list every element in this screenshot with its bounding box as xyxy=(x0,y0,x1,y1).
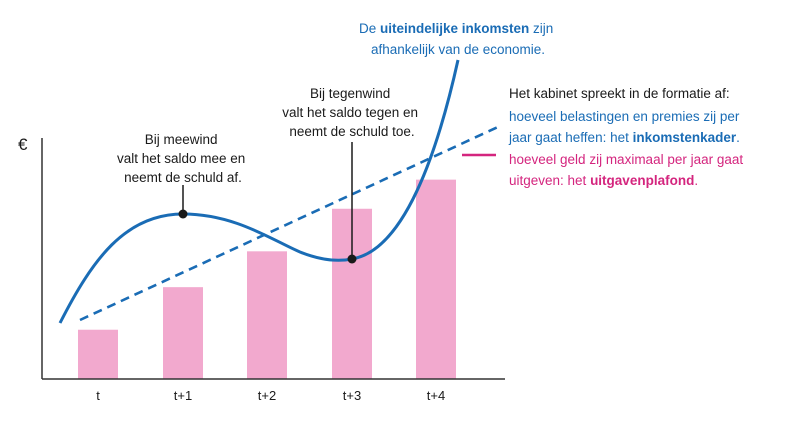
inkomstenkader-line1: hoeveel belastingen en premies zij per xyxy=(509,109,740,124)
uitgavenplafond-bar xyxy=(78,329,118,379)
uitgavenplafond-bar xyxy=(416,179,456,379)
inkomstenkader-line xyxy=(79,124,501,322)
inkomsten-line2: afhankelijk van de economie. xyxy=(371,42,545,57)
meewind-dot xyxy=(178,209,188,219)
uitgavenplafond-post: . xyxy=(694,173,698,188)
meewind-annotation: Bij meewind valt het saldo mee en neemt … xyxy=(117,132,249,185)
tegenwind-line: valt het saldo tegen en xyxy=(282,105,418,120)
inkomsten-annotation: De uiteindelijke inkomsten zijn afhankel… xyxy=(359,21,557,57)
tegenwind-annotation: Bij tegenwind valt het saldo tegen en ne… xyxy=(282,86,422,139)
y-axis-label: € xyxy=(18,135,28,154)
x-tick-label: t+3 xyxy=(343,388,361,403)
meewind-line: neemt de schuld af. xyxy=(124,170,242,185)
inkomsten-line1: De uiteindelijke inkomsten zijn xyxy=(359,21,557,36)
legend-uitgavenplafond: hoeveel geld zij maximaal per jaar gaat … xyxy=(509,152,747,188)
legend-header: Het kabinet spreekt in de formatie af: xyxy=(509,86,730,101)
uitgavenplafond-bar xyxy=(247,251,287,379)
x-tick-label: t xyxy=(96,388,100,403)
inkomstenkader-post: . xyxy=(736,130,740,145)
meewind-line: valt het saldo mee en xyxy=(117,151,245,166)
tegenwind-line: neemt de schuld toe. xyxy=(289,124,414,139)
tegenwind-line: Bij tegenwind xyxy=(310,86,390,101)
inkomsten-bold: uiteindelijke inkomsten xyxy=(380,21,529,36)
inkomstenkader-pre: jaar gaat heffen: het xyxy=(508,130,633,145)
inkomstenkader-line2: jaar gaat heffen: het inkomstenkader. xyxy=(508,130,740,145)
x-tick-label: t+1 xyxy=(174,388,192,403)
inkomsten-curve xyxy=(58,59,460,324)
x-tick-labels: t t+1 t+2 t+3 t+4 xyxy=(96,388,445,403)
uitgavenplafond-bold: uitgavenplafond xyxy=(590,173,694,188)
legend-inkomstenkader: hoeveel belastingen en premies zij per j… xyxy=(508,109,743,145)
tegenwind-dot xyxy=(347,254,357,264)
x-tick-label: t+4 xyxy=(427,388,445,403)
inkomstenkader-bold: inkomstenkader xyxy=(633,130,737,145)
uitgavenplafond-line1: hoeveel geld zij maximaal per jaar gaat xyxy=(509,152,743,167)
x-tick-label: t+2 xyxy=(258,388,276,403)
uitgavenplafond-pre: uitgeven: het xyxy=(509,173,590,188)
bars-group xyxy=(78,179,456,379)
meewind-line: Bij meewind xyxy=(145,132,218,147)
inkomsten-pre: De xyxy=(359,21,380,36)
uitgavenplafond-line2: uitgeven: het uitgavenplafond. xyxy=(509,173,698,188)
uitgavenplafond-bar xyxy=(163,287,203,379)
inkomsten-post: zijn xyxy=(529,21,553,36)
